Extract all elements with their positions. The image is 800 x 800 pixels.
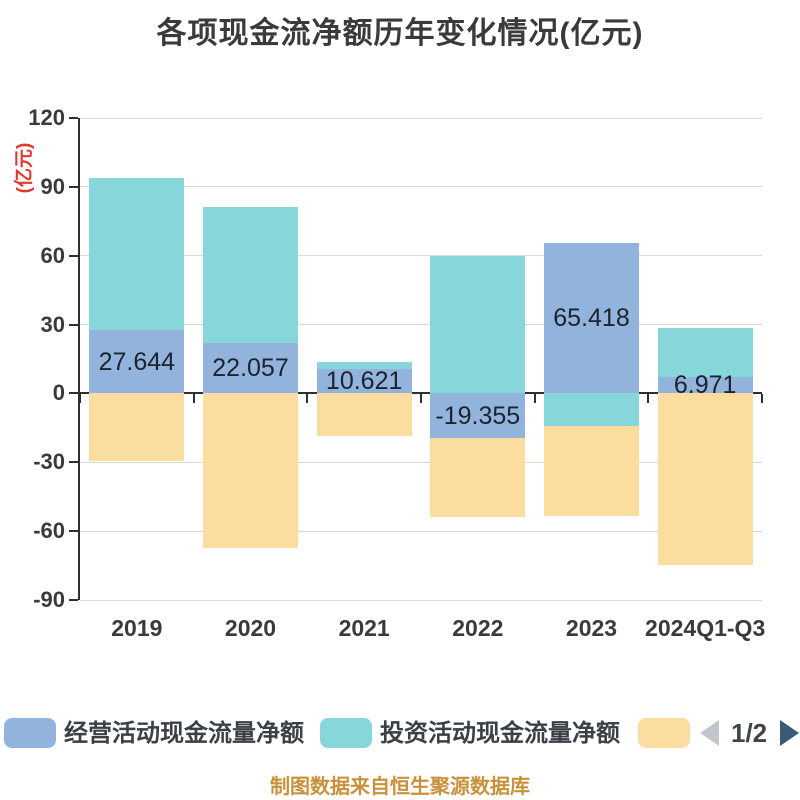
x-axis-tick — [533, 394, 536, 404]
x-axis-label-2019: 2019 — [111, 615, 163, 641]
y-axis-tick — [69, 461, 78, 464]
bar-segment-series2-2019[interactable] — [89, 393, 185, 462]
bar-value-label: -19.355 — [435, 401, 521, 430]
bar-segment-series0-2023[interactable] — [544, 243, 639, 394]
x-axis-label-2023: 2023 — [565, 615, 618, 641]
gridline — [80, 117, 762, 119]
chart-title: 各项现金流净额历年变化情况(亿元) — [156, 17, 644, 50]
y-axis-tick — [69, 117, 78, 119]
gridline — [80, 461, 762, 463]
legend-next-page-icon[interactable] — [780, 720, 799, 746]
y-axis-tick — [69, 599, 78, 601]
bar-segment-series2-2023[interactable] — [544, 425, 639, 517]
y-axis-tick — [69, 254, 78, 257]
legend-pager-text: 1/2 — [731, 718, 768, 748]
y-axis-tick — [69, 392, 78, 395]
y-axis-tick-label: -30 — [33, 449, 65, 475]
x-axis-baseline — [80, 392, 762, 395]
bar-value-label: 65.418 — [553, 304, 630, 333]
x-axis-tick — [306, 394, 309, 404]
legend-label-investing: 投资活动现金流量净额 — [380, 720, 620, 747]
bar-segment-series1-2020[interactable] — [203, 207, 298, 343]
bar-segment-series0-2019[interactable] — [89, 329, 185, 394]
bar-value-label: 6.971 — [673, 371, 737, 400]
y-axis-tick — [69, 323, 78, 326]
gridline — [80, 186, 762, 188]
bar-value-label: 22.057 — [212, 354, 289, 383]
y-axis-tick-label: 60 — [40, 242, 65, 268]
y-axis-tick — [69, 185, 78, 188]
bar-segment-series0-2024Q1-Q3[interactable] — [657, 377, 753, 394]
y-axis-line — [78, 118, 80, 600]
y-axis-tick-label: -60 — [33, 518, 65, 544]
gridline — [80, 599, 762, 601]
x-axis-tick — [420, 394, 422, 404]
bar-segment-series1-2023[interactable] — [544, 393, 639, 426]
y-axis-tick-label: 30 — [40, 311, 65, 337]
x-axis-tick — [761, 394, 763, 404]
x-axis-label-2020: 2020 — [224, 615, 277, 641]
bar-segment-series0-2020[interactable] — [203, 342, 298, 394]
bar-segment-series0-2022[interactable] — [430, 393, 526, 438]
gridline — [80, 255, 762, 257]
legend-prev-page-icon[interactable] — [700, 720, 719, 746]
x-axis-tick — [79, 394, 81, 404]
x-axis-label-2024Q1-Q3: 2024Q1-Q3 — [645, 615, 766, 641]
y-axis-tick-label: -90 — [33, 587, 65, 612]
y-axis-tick-label: 120 — [28, 105, 65, 130]
y-axis-tick-label: 90 — [40, 173, 65, 199]
y-axis-tick-label: 0 — [52, 380, 65, 406]
bar-segment-series1-2022[interactable] — [430, 255, 526, 394]
legend-swatch-operating-icon — [4, 718, 56, 748]
bar-value-label: 27.644 — [98, 347, 176, 376]
bar-segment-series2-2022[interactable] — [430, 437, 526, 518]
gridline — [80, 530, 762, 532]
legend: 经营活动现金流量净额 投资活动现金流量净额 1/2 — [0, 714, 800, 756]
bar-segment-series1-2021[interactable] — [316, 361, 412, 370]
x-axis-label-2021: 2021 — [338, 615, 390, 641]
bar-segment-series2-2021[interactable] — [316, 393, 412, 436]
bar-segment-series0-2021[interactable] — [316, 369, 412, 394]
data-source-note: 制图数据来自恒生聚源数据库 — [270, 776, 530, 798]
legend-label-operating: 经营活动现金流量净额 — [64, 720, 304, 747]
bar-segment-series2-2024Q1-Q3[interactable] — [657, 393, 753, 566]
x-axis-tick — [647, 394, 650, 404]
legend-swatch-investing-icon — [320, 718, 372, 748]
gridline — [80, 324, 762, 326]
x-axis-tick — [192, 394, 195, 404]
bar-segment-series1-2024Q1-Q3[interactable] — [657, 328, 753, 378]
bar-segment-series2-2020[interactable] — [203, 393, 298, 549]
bar-value-label: 10.621 — [325, 367, 403, 396]
y-axis-tick — [69, 530, 78, 533]
legend-swatch-third-icon — [638, 718, 690, 748]
bar-segment-series1-2019[interactable] — [89, 177, 185, 330]
x-axis-label-2022: 2022 — [452, 615, 504, 641]
